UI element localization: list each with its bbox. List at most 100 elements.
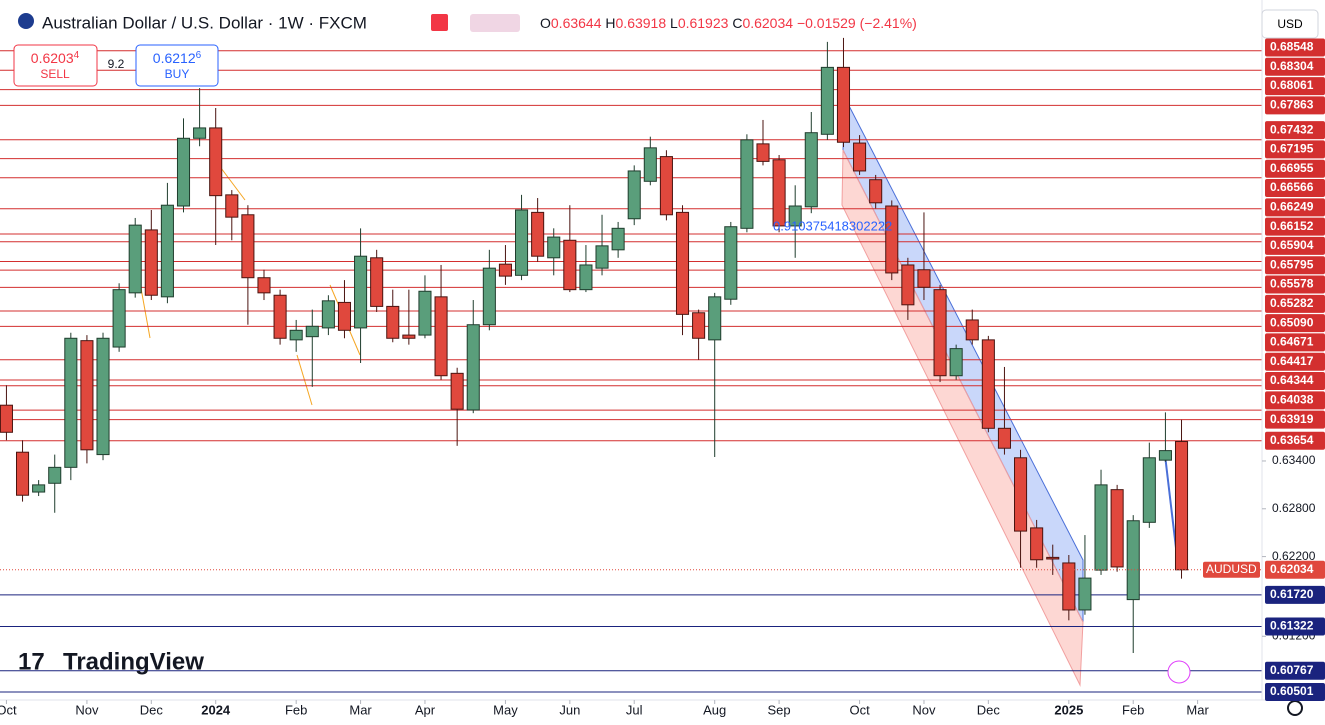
candle-body [692, 312, 706, 339]
candle-body [965, 319, 979, 341]
level-label-box [1265, 617, 1325, 636]
level-label: 0.68061 [1270, 78, 1314, 92]
ohlc-key: H [605, 15, 615, 31]
level-label: 0.61720 [1270, 587, 1314, 601]
level-label-box [1265, 198, 1325, 217]
buy-price-small: 6 [196, 50, 202, 61]
ohlc-value: 0.62034 [742, 15, 793, 31]
candle-body [869, 179, 883, 204]
candle-body [547, 236, 561, 259]
level-label: 0.67195 [1270, 142, 1314, 156]
x-tick-label: Mar [349, 702, 372, 717]
branding: TradingView [63, 648, 204, 675]
x-tick-label: Oct [849, 702, 870, 717]
sell-price-main: 0.6203 [31, 50, 74, 66]
alert-icon[interactable] [431, 14, 448, 31]
settings-icon[interactable] [1287, 700, 1303, 716]
x-tick-label: Jun [559, 702, 580, 717]
x-tick-label: Aug [703, 702, 726, 717]
x-tick-label: Feb [285, 702, 307, 717]
x-tick-label: Nov [75, 702, 99, 717]
sell-price: 0.62034 [31, 50, 80, 66]
y-tick-label: 0.62800 [1272, 501, 1316, 515]
sell-price-small: 4 [74, 50, 80, 61]
level-label-box [1265, 391, 1325, 410]
x-tick-label: 2024 [201, 702, 231, 717]
sell-label: SELL [40, 67, 70, 81]
flash-button[interactable] [1167, 660, 1191, 684]
sell-button[interactable] [13, 44, 98, 87]
ohlc-legend: O0.63644 H0.63918 L0.61923 C0.62034 −0.0… [540, 15, 917, 31]
candle-body [80, 340, 94, 451]
currency-button[interactable] [1261, 9, 1319, 39]
level-label: 0.66152 [1270, 219, 1314, 233]
candle-body [1078, 577, 1092, 611]
candle-body [370, 257, 384, 307]
candle-body [708, 296, 722, 341]
candle-body [466, 324, 480, 411]
level-label-box [1265, 96, 1325, 115]
level-label: 0.61322 [1270, 619, 1314, 633]
candle-body [949, 348, 963, 377]
level-label-box [1265, 77, 1325, 96]
candle-body [209, 127, 223, 197]
level-label-box [1265, 410, 1325, 429]
candle-body [128, 224, 142, 294]
level-label-box [1265, 682, 1325, 701]
level-label-box [1265, 121, 1325, 140]
current-price-label: 0.62034 [1270, 562, 1314, 576]
plot-area [0, 37, 1262, 693]
level-label: 0.64417 [1270, 354, 1314, 368]
candle-body [0, 404, 13, 433]
buy-button[interactable] [135, 44, 219, 87]
candle-body [675, 211, 690, 315]
level-label: 0.65904 [1270, 238, 1314, 252]
candle-body [804, 132, 818, 208]
candle-body [820, 66, 834, 135]
candle-body [515, 209, 529, 276]
ohlc-value: 0.63644 [551, 15, 602, 31]
candle-body [434, 296, 448, 377]
x-tick-label: Nov [912, 702, 936, 717]
level-label-box [1265, 314, 1325, 333]
buy-label: BUY [165, 67, 190, 81]
candle-body [450, 372, 464, 410]
buy-price-main: 0.6212 [153, 50, 196, 66]
candle-body [48, 466, 62, 484]
candle-body [740, 139, 754, 229]
y-tick-label: 0.62200 [1272, 549, 1316, 563]
candle-body [1174, 441, 1189, 571]
x-tick-label: Apr [415, 702, 436, 717]
level-label: 0.63919 [1270, 412, 1314, 426]
y-tick-label: 0.63400 [1272, 453, 1316, 467]
current-price-name-box [1203, 561, 1260, 578]
candle-body [354, 255, 368, 329]
level-label: 0.65282 [1270, 296, 1314, 310]
candle-body [933, 289, 947, 377]
candle-body [498, 263, 512, 277]
candle-body [337, 301, 352, 331]
candle-body [402, 334, 416, 339]
level-label: 0.64344 [1270, 373, 1314, 387]
level-label-box [1265, 333, 1325, 352]
level-label-box [1265, 275, 1325, 294]
spread: 9.2 [108, 57, 125, 71]
level-label: 0.67863 [1270, 98, 1314, 112]
candle-body [112, 289, 126, 348]
level-label-box [1265, 352, 1325, 371]
level-label-box [1265, 294, 1325, 313]
candle-body [917, 269, 931, 288]
candle-body [241, 214, 255, 279]
level-label: 0.68304 [1270, 59, 1314, 73]
candle-body [659, 156, 673, 216]
ohlc-key: L [670, 15, 678, 31]
ohlc-value: 0.61923 [678, 15, 729, 31]
candle-body [643, 147, 657, 182]
level-label: 0.66249 [1270, 199, 1314, 213]
candle-body [1158, 450, 1172, 461]
annotation: 0.910375418302222 [773, 218, 892, 233]
candle-body [531, 211, 545, 257]
candle-body [193, 127, 207, 139]
candle-body [772, 159, 786, 227]
